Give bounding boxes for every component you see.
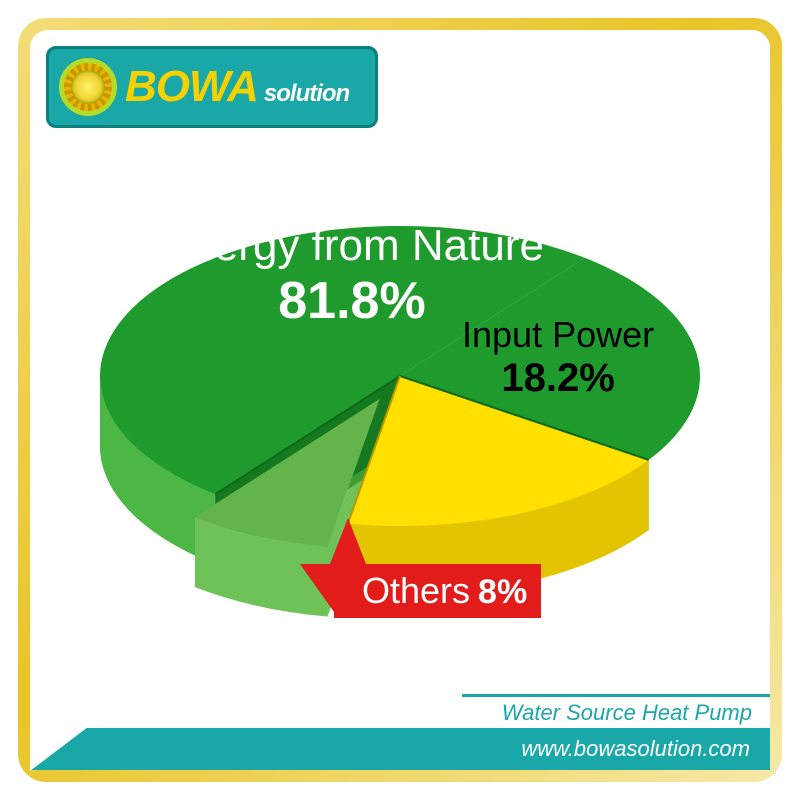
slice-label-nature-text: Energy from Nature [160,221,544,270]
slice-label-input-text: Input Power [462,314,654,355]
product-caption-text: Water Source Heat Pump [502,700,752,726]
footer-bar: www.bowasolution.com [30,728,770,770]
brand-sub: solution [264,80,349,108]
footer-url: www.bowasolution.com [521,736,750,762]
slice-callout-others: Others 8% [334,564,541,618]
slice-label-others-text: Others [362,570,470,612]
product-caption: Water Source Heat Pump [462,694,770,728]
others-pointer-icon [330,518,366,564]
brand-text: BOWA solution [125,62,349,112]
pie-chart: Energy from Nature 81.8% Input Power 18.… [70,186,730,646]
brand-main: BOWA [125,62,258,112]
slice-pct-input: 18.2% [462,355,654,401]
medal-icon [59,58,117,116]
slice-label-input: Input Power 18.2% [462,314,654,401]
brand-logo: BOWA solution [46,46,378,128]
slice-pct-others: 8% [478,573,527,612]
